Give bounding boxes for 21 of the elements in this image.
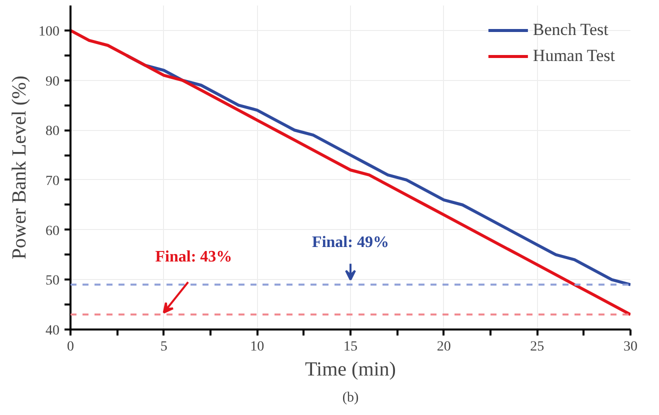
y-tick-label: 80	[46, 124, 60, 140]
x-tick-label: 0	[67, 340, 74, 354]
y-axis-title: Power Bank Level (%)	[8, 76, 30, 260]
x-axis-title: Time (min)	[305, 358, 396, 380]
x-tick-label: 5	[160, 340, 168, 354]
annotation: Final: 49%	[312, 234, 389, 251]
annotation: Final: 43%	[155, 248, 232, 266]
x-tick-label: 10	[250, 340, 264, 354]
y-tick-label: 100	[38, 24, 60, 40]
y-tick-label: 70	[46, 174, 60, 189]
y-tick-label: 40	[46, 324, 60, 338]
legend-label: Bench Test	[532, 20, 608, 40]
x-tick-label: 30	[624, 340, 638, 354]
y-tick-label: 50	[46, 274, 60, 289]
x-tick-label: 20	[436, 340, 451, 354]
y-tick-label: 60	[46, 224, 60, 239]
text: (b)	[342, 390, 359, 406]
y-tick-label: 90	[46, 74, 60, 90]
x-tick-label: 25	[530, 340, 544, 354]
legend-label: Human Test	[532, 46, 615, 66]
x-tick-label: 15	[344, 340, 358, 354]
